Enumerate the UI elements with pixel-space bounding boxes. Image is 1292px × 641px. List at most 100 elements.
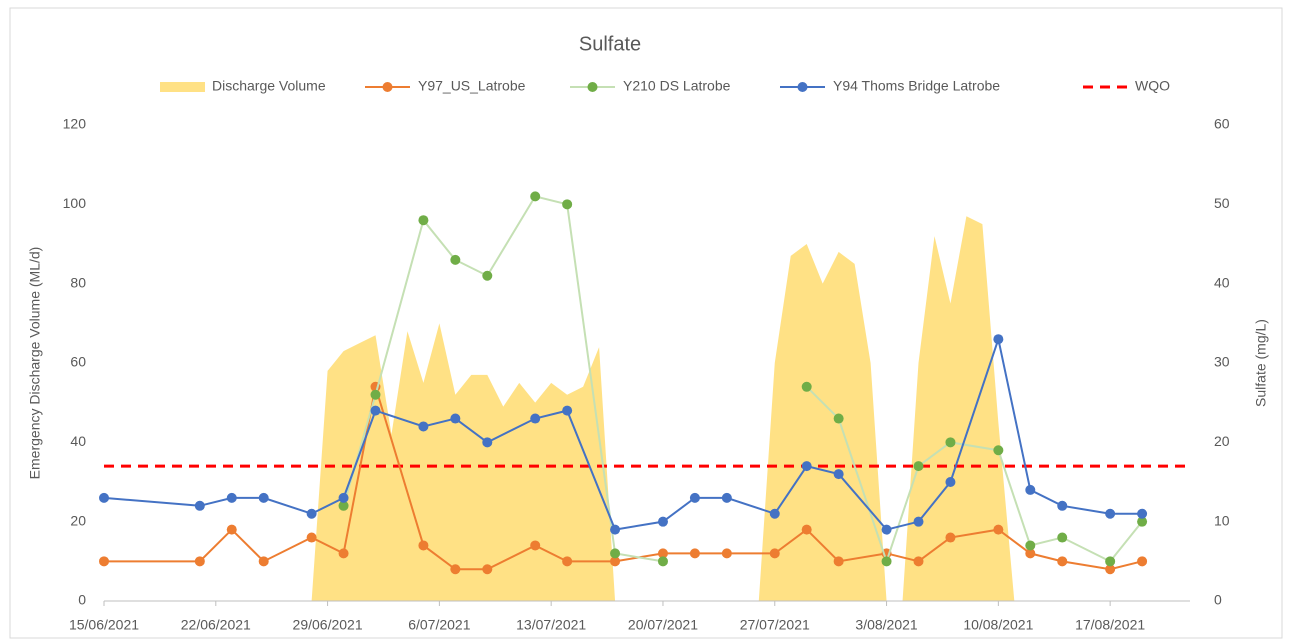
series-marker	[99, 556, 109, 567]
legend-label: WQO	[1135, 78, 1170, 94]
series-marker	[418, 215, 429, 226]
series-marker	[418, 540, 429, 551]
series-marker	[993, 524, 1004, 535]
x-tick-label: 29/06/2021	[293, 617, 363, 633]
y2-tick-label: 30	[1214, 354, 1230, 370]
legend-label: Y97_US_Latrobe	[418, 78, 526, 94]
series-marker	[530, 413, 541, 424]
x-tick-label: 3/08/2021	[855, 617, 917, 633]
x-tick-label: 20/07/2021	[628, 617, 698, 633]
series-marker	[1105, 564, 1116, 575]
series-marker	[689, 548, 700, 559]
series-marker	[721, 548, 732, 559]
series-marker	[1137, 516, 1148, 527]
series-marker	[945, 477, 956, 487]
series-marker	[881, 556, 892, 567]
series-line	[806, 386, 1143, 565]
series-marker	[1057, 532, 1068, 543]
series-marker	[657, 548, 668, 559]
series-marker	[306, 508, 317, 519]
series-marker	[370, 389, 381, 400]
series-marker	[913, 556, 924, 567]
series-marker	[482, 437, 493, 448]
legend-label: Y210 DS Latrobe	[623, 78, 731, 94]
legend-label: Discharge Volume	[212, 78, 326, 94]
series-marker	[1057, 556, 1068, 567]
series-marker	[657, 556, 668, 567]
series-marker	[1105, 556, 1116, 567]
y-tick-label: 120	[63, 116, 87, 132]
series-marker	[945, 437, 956, 448]
series-marker	[833, 469, 844, 480]
y2-axis-label: Sulfate (mg/L)	[1253, 319, 1269, 407]
series-marker	[1025, 484, 1036, 495]
series-marker	[721, 492, 732, 503]
y-tick-label: 0	[78, 592, 86, 608]
series-marker	[482, 270, 493, 281]
y-tick-label: 40	[70, 433, 86, 449]
y-tick-label: 20	[70, 512, 86, 528]
series-marker	[689, 492, 700, 503]
series-marker	[370, 405, 381, 416]
series-marker	[610, 556, 621, 567]
y2-tick-label: 60	[1214, 116, 1230, 132]
y2-tick-label: 50	[1214, 195, 1230, 211]
series-marker	[450, 254, 461, 265]
legend-marker	[382, 82, 393, 92]
series-marker	[1105, 508, 1116, 519]
series-marker	[913, 516, 924, 527]
series-marker	[418, 421, 429, 432]
series-marker	[530, 191, 541, 202]
y-tick-label: 100	[63, 195, 87, 211]
series-marker	[833, 413, 844, 424]
series-marker	[1137, 556, 1148, 567]
series-marker	[769, 508, 780, 519]
y-tick-label: 60	[70, 354, 86, 370]
chart-border	[9, 7, 1283, 639]
x-tick-label: 6/07/2021	[408, 617, 470, 633]
series-marker	[1025, 540, 1036, 551]
series-marker	[562, 405, 573, 416]
legend-label: Y94 Thoms Bridge Latrobe	[833, 78, 1000, 94]
series-marker	[657, 516, 668, 527]
discharge-area	[311, 216, 1015, 601]
series-marker	[610, 548, 621, 559]
y2-tick-label: 40	[1214, 274, 1230, 290]
series-marker	[258, 492, 269, 503]
series-marker	[226, 492, 237, 503]
series-marker	[1025, 548, 1036, 559]
series-marker	[306, 532, 317, 543]
series-marker	[226, 524, 237, 535]
series-marker	[881, 524, 892, 535]
series-marker	[801, 381, 812, 392]
series-marker	[801, 524, 812, 535]
y2-tick-label: 0	[1214, 592, 1222, 608]
series-marker	[338, 500, 349, 511]
series-marker	[450, 413, 461, 424]
series-marker	[194, 556, 205, 567]
y-tick-label: 80	[70, 274, 86, 290]
series-marker	[769, 548, 780, 559]
x-tick-label: 17/08/2021	[1075, 617, 1145, 633]
series-marker	[338, 492, 349, 503]
series-marker	[562, 199, 573, 210]
chart-title: Sulfate	[579, 33, 641, 55]
x-tick-label: 13/07/2021	[516, 617, 586, 633]
series-marker	[993, 445, 1004, 456]
x-tick-label: 27/07/2021	[740, 617, 810, 633]
series-marker	[1057, 500, 1068, 511]
series-marker	[530, 540, 541, 551]
series-marker	[482, 564, 493, 575]
series-marker	[194, 500, 205, 511]
x-tick-label: 10/08/2021	[963, 617, 1033, 633]
series-marker	[1137, 508, 1148, 519]
series-marker	[99, 492, 109, 503]
legend-marker	[797, 82, 808, 92]
series-marker	[945, 532, 956, 543]
y2-tick-label: 20	[1214, 433, 1230, 449]
series-marker	[258, 556, 269, 567]
x-tick-label: 22/06/2021	[181, 617, 251, 633]
series-marker	[562, 556, 573, 567]
legend-marker	[587, 82, 598, 92]
series-marker	[913, 461, 924, 472]
